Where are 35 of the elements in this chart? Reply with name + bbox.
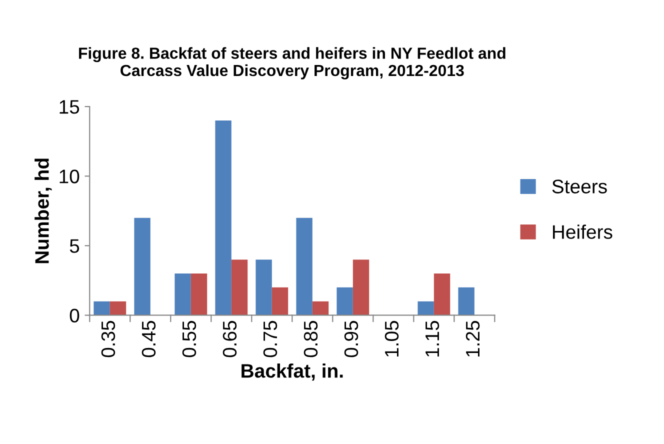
bar — [458, 287, 474, 316]
x-tick-label: 0.85 — [304, 320, 318, 358]
bar — [174, 274, 191, 316]
legend-label: Heifers — [552, 224, 612, 239]
bar — [272, 287, 288, 316]
y-tick-label: 5 — [70, 239, 80, 253]
x-tick-label: 0.95 — [344, 320, 358, 358]
x-tick-label: 1.15 — [426, 320, 440, 356]
x-tick-label: 0.45 — [142, 320, 156, 358]
x-tick-label: 1.05 — [384, 320, 399, 356]
chart-title: Figure 8. Backfat of steers and heifers in NY Feedlot and Carcass Value Discovery Program, 2012-2013 — [79, 47, 506, 80]
x-tick-label: 0.65 — [222, 320, 237, 358]
bar — [134, 218, 150, 316]
y-tick-label: 10 — [60, 170, 80, 184]
bar — [256, 260, 272, 316]
bar — [110, 301, 126, 316]
x-tick-label: 0.35 — [101, 320, 116, 358]
bar — [352, 260, 370, 316]
x-tick-label: 0.75 — [263, 320, 278, 358]
legend-label: Steers — [552, 180, 607, 194]
bar — [231, 260, 248, 316]
y-tick-label: 15 — [60, 100, 80, 114]
bar — [215, 120, 232, 316]
y-axis-title: Number, hd — [34, 158, 52, 264]
y-tick-label: 0 — [70, 308, 80, 322]
x-tick-label: 1.25 — [466, 320, 480, 356]
bar — [312, 301, 329, 316]
bar — [336, 287, 353, 316]
bar — [434, 274, 450, 316]
bar — [190, 274, 208, 316]
x-axis-title: Backfat, in. — [242, 363, 343, 381]
x-tick-label: 0.55 — [182, 320, 196, 358]
bar — [296, 218, 312, 316]
bar — [94, 301, 110, 316]
bar — [418, 301, 434, 316]
